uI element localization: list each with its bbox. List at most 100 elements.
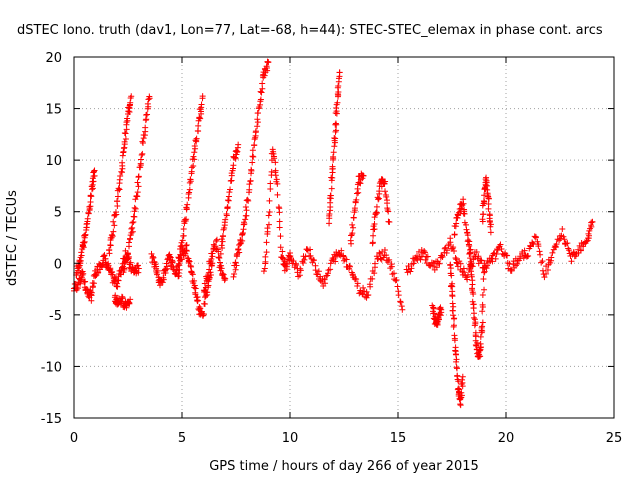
data-point	[80, 270, 87, 277]
data-point	[301, 256, 308, 263]
data-point	[79, 243, 86, 250]
data-point	[148, 250, 155, 257]
data-point	[218, 262, 225, 269]
data-point	[348, 240, 355, 247]
data-point	[129, 219, 136, 226]
data-point	[199, 95, 206, 102]
data-point	[335, 78, 342, 85]
data-point	[191, 282, 198, 289]
data-point	[548, 254, 555, 261]
data-point	[338, 247, 345, 254]
data-point	[452, 255, 459, 262]
data-point	[353, 196, 360, 203]
data-point	[223, 212, 230, 219]
data-point	[449, 300, 456, 307]
y-axis-label: dSTEC / TECUs	[5, 190, 20, 286]
data-point	[122, 130, 129, 137]
data-point	[193, 135, 200, 142]
data-point	[91, 167, 98, 174]
data-point	[302, 253, 309, 260]
data-point	[422, 249, 429, 256]
data-point	[78, 252, 85, 259]
data-point	[397, 298, 404, 305]
data-point	[82, 278, 89, 285]
data-point	[300, 260, 307, 267]
data-point	[539, 267, 546, 274]
data-point	[348, 231, 355, 238]
data-point	[424, 253, 431, 260]
data-point	[465, 241, 472, 248]
data-point	[192, 285, 199, 292]
data-point	[467, 255, 474, 262]
data-point	[124, 256, 131, 263]
data-point	[544, 266, 551, 273]
data-point	[259, 80, 266, 87]
data-point	[351, 207, 358, 214]
data-point	[265, 212, 272, 219]
data-point	[477, 333, 484, 340]
data-point	[259, 85, 266, 92]
data-point	[251, 142, 258, 149]
data-point	[494, 247, 501, 254]
data-point	[184, 201, 191, 208]
data-point	[246, 186, 253, 193]
data-point	[360, 172, 367, 179]
data-point	[187, 262, 194, 269]
data-point	[202, 284, 209, 291]
data-point	[188, 170, 195, 177]
data-point	[382, 188, 389, 195]
data-point	[539, 258, 546, 265]
data-point	[453, 259, 460, 266]
y-tick-label: 20	[45, 51, 62, 66]
data-point	[470, 291, 477, 298]
data-point	[407, 268, 414, 275]
chart-title: dSTEC Iono. truth (dav1, Lon=77, Lat=-68…	[17, 23, 603, 38]
data-point	[254, 116, 261, 123]
data-point	[261, 72, 268, 79]
data-point	[451, 335, 458, 342]
data-point	[89, 283, 96, 290]
data-point	[82, 231, 89, 238]
data-point	[561, 236, 568, 243]
data-point	[353, 276, 360, 283]
data-point	[467, 246, 474, 253]
data-point	[76, 263, 83, 270]
data-point	[200, 310, 207, 317]
data-point	[373, 203, 380, 210]
data-point	[188, 164, 195, 171]
data-point	[109, 231, 116, 238]
data-point	[560, 233, 567, 240]
data-point	[195, 122, 202, 129]
data-point	[146, 95, 153, 102]
x-tick-label: 0	[70, 431, 78, 446]
data-point	[478, 257, 485, 264]
data-point	[251, 136, 258, 143]
data-point	[479, 308, 486, 315]
data-point	[117, 267, 124, 274]
data-point	[444, 247, 451, 254]
data-point	[354, 280, 361, 287]
data-point	[124, 250, 131, 257]
data-point	[410, 260, 417, 267]
data-point	[254, 119, 261, 126]
data-point	[102, 255, 109, 262]
x-tick-label: 20	[498, 431, 515, 446]
data-point	[332, 253, 339, 260]
data-point	[477, 353, 484, 360]
data-point	[583, 238, 590, 245]
data-point	[134, 179, 141, 186]
data-point	[267, 186, 274, 193]
data-point	[333, 127, 340, 134]
data-point	[451, 322, 458, 329]
data-point	[235, 246, 242, 253]
data-point	[538, 259, 545, 266]
data-point	[447, 239, 454, 246]
data-point	[322, 280, 329, 287]
data-point	[481, 260, 488, 267]
data-point	[224, 203, 231, 210]
data-point	[107, 242, 114, 249]
data-point	[114, 193, 121, 200]
data-point	[170, 266, 177, 273]
data-point	[140, 135, 147, 142]
data-point	[373, 209, 380, 216]
